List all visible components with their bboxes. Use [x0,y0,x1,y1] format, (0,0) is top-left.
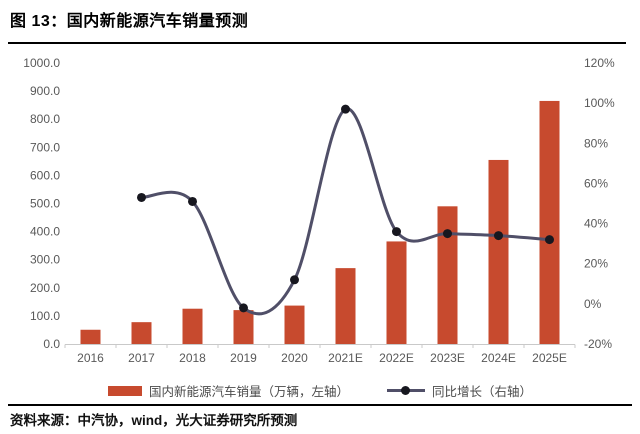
sales-bar-2017 [131,322,152,344]
legend-label-growth: 同比增长（右轴） [432,385,533,399]
right-axis-tick-label: 80% [584,136,608,150]
sales-bar-2021E [335,268,356,344]
x-axis-category-label: 2022E [379,351,414,365]
growth-line [140,107,551,316]
x-axis-category-label: 2025E [532,351,567,365]
left-axis-tick-label: 400.0 [30,225,60,239]
growth-line-marker [494,231,503,241]
right-axis-tick-label: 120% [584,56,615,70]
legend-item-sales: 国内新能源汽车销量（万辆，左轴） [107,381,349,400]
left-axis-tick-label: 700.0 [30,140,60,154]
source-note: 资料来源：中汽协，wind，光大证券研究所预测 [10,413,298,428]
right-axis-tick-label: 40% [584,217,608,231]
legend-label-sales: 国内新能源汽车销量（万辆，左轴） [148,385,349,399]
x-axis-category-label: 2021E [328,351,363,365]
left-axis-tick-label: 0.0 [43,337,60,351]
left-axis-tick-label: 300.0 [30,253,60,267]
right-axis-tick-label: 100% [584,96,615,110]
x-axis-category-label: 2019 [230,351,257,365]
line-swatch-marker-icon [401,386,410,395]
sales-bar-2019 [233,310,254,344]
x-axis-category-label: 2024E [481,351,516,365]
footer-divider [8,404,632,406]
right-axis-tick-label: 60% [584,176,608,190]
sales-bar-2022E [386,241,407,344]
left-axis-tick-label: 800.0 [30,112,60,126]
right-axis-tick-label: 0% [584,297,602,311]
sales-bar-2025E [539,100,560,344]
left-axis-tick-label: 1000.0 [23,56,60,70]
legend-item-growth: 同比增长（右轴） [387,381,532,400]
sales-bar-2023E [437,206,458,344]
left-axis-tick-label: 500.0 [30,197,60,211]
left-axis-tick-label: 600.0 [30,168,60,182]
growth-line-marker [545,235,554,245]
left-axis-tick-label: 200.0 [30,281,60,295]
sales-bar-2018 [182,308,203,344]
growth-line-marker [137,192,146,202]
title-divider [8,42,626,44]
x-axis-category-label: 2018 [179,351,206,365]
growth-line-marker [341,104,350,114]
growth-line-marker [443,229,452,239]
right-axis-tick-label: -20% [584,337,612,351]
figure-title: 图 13：国内新能源汽车销量预测 [10,13,249,30]
sales-bar-2020 [284,305,305,344]
x-axis-category-label: 2023E [430,351,465,365]
left-axis-tick-label: 900.0 [30,84,60,98]
bar-series-swatch [107,385,142,396]
x-axis-category-label: 2017 [128,351,155,365]
right-axis-tick-label: 20% [584,257,608,271]
left-axis-tick-label: 100.0 [30,309,60,323]
growth-line-marker [392,227,401,237]
sales-bar-2024E [488,159,509,344]
chart-legend: 国内新能源汽车销量（万辆，左轴） 同比增长（右轴） [0,381,640,400]
growth-line-marker [188,196,197,206]
sales-bar-2016 [80,329,101,344]
x-axis-category-label: 2020 [281,351,308,365]
growth-line-marker [290,275,299,285]
line-series-swatch [387,385,425,396]
growth-line-marker [239,303,248,313]
x-axis-category-label: 2016 [77,351,104,365]
